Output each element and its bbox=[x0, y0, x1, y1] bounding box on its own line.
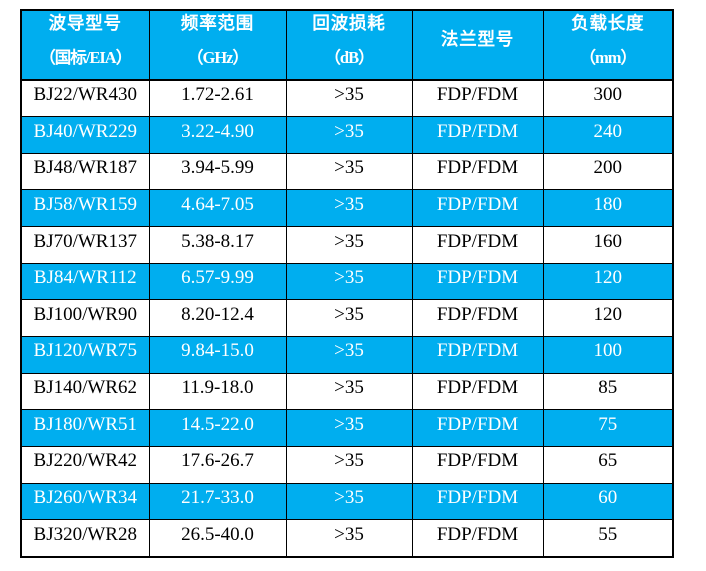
table-row: BJ260/WR34 21.7-33.0 >35 FDP/FDM 60 bbox=[20, 482, 674, 521]
table-cell: >35 bbox=[285, 335, 413, 374]
table-cell: BJ320/WR28 bbox=[20, 519, 150, 558]
table-cell: 120 bbox=[542, 262, 674, 301]
table-cell: BJ220/WR42 bbox=[20, 445, 150, 484]
col-header-waveguide-model: 波导型号 （国标/EIA） bbox=[20, 9, 150, 81]
header-row: 波导型号 （国标/EIA） 频率范围 （GHz） 回波损耗 （dB） 法兰型号 … bbox=[20, 9, 674, 81]
table-cell: FDP/FDM bbox=[411, 519, 544, 558]
table-cell: 4.64-7.05 bbox=[148, 189, 287, 228]
table-cell: 240 bbox=[542, 116, 674, 154]
table-cell: 100 bbox=[542, 335, 674, 374]
table-cell: FDP/FDM bbox=[411, 335, 544, 374]
table-cell: FDP/FDM bbox=[411, 262, 544, 301]
table-row: BJ58/WR159 4.64-7.05 >35 FDP/FDM 180 bbox=[20, 189, 674, 228]
table-cell: BJ70/WR137 bbox=[20, 226, 150, 264]
table-cell: FDP/FDM bbox=[411, 299, 544, 337]
table-cell: BJ140/WR62 bbox=[20, 372, 150, 411]
table-cell: 160 bbox=[542, 226, 674, 264]
table-row: BJ120/WR75 9.84-15.0 >35 FDP/FDM 100 bbox=[20, 335, 674, 374]
col-header-subtitle: （dB） bbox=[324, 48, 374, 67]
table-cell: 1.72-2.61 bbox=[148, 78, 287, 118]
table-cell: FDP/FDM bbox=[411, 189, 544, 228]
table-cell: BJ120/WR75 bbox=[20, 335, 150, 374]
table-cell: >35 bbox=[285, 262, 413, 301]
table-cell: 5.38-8.17 bbox=[148, 226, 287, 264]
table-cell: FDP/FDM bbox=[411, 445, 544, 484]
table-cell: FDP/FDM bbox=[411, 409, 544, 447]
table-row: BJ70/WR137 5.38-8.17 >35 FDP/FDM 160 bbox=[20, 226, 674, 264]
table-cell: >35 bbox=[285, 152, 413, 191]
col-header-title: 频率范围 bbox=[180, 13, 255, 33]
table-cell: FDP/FDM bbox=[411, 152, 544, 191]
table-cell: BJ48/WR187 bbox=[20, 152, 150, 191]
table-cell: 21.7-33.0 bbox=[148, 482, 287, 521]
table-row: BJ220/WR42 17.6-26.7 >35 FDP/FDM 65 bbox=[20, 445, 674, 484]
table-row: BJ140/WR62 11.9-18.0 >35 FDP/FDM 85 bbox=[20, 372, 674, 411]
waveguide-load-spec-table: 波导型号 （国标/EIA） 频率范围 （GHz） 回波损耗 （dB） 法兰型号 … bbox=[20, 9, 674, 558]
table-cell: BJ58/WR159 bbox=[20, 189, 150, 228]
table-cell: 180 bbox=[542, 189, 674, 228]
table-cell: 120 bbox=[542, 299, 674, 337]
table-cell: 65 bbox=[542, 445, 674, 484]
col-header-frequency-range: 频率范围 （GHz） bbox=[148, 9, 287, 81]
col-header-flange-model: 法兰型号 bbox=[411, 9, 544, 81]
col-header-title: 回波损耗 bbox=[312, 13, 386, 33]
table-cell: >35 bbox=[285, 299, 413, 337]
col-header-load-length: 负载长度 （mm） bbox=[542, 9, 674, 81]
table-cell: >35 bbox=[285, 482, 413, 521]
table-cell: BJ40/WR229 bbox=[20, 116, 150, 154]
table-cell: >35 bbox=[285, 445, 413, 484]
col-header-return-loss: 回波损耗 （dB） bbox=[285, 9, 413, 81]
col-header-title: 波导型号 bbox=[48, 13, 122, 33]
table-cell: 17.6-26.7 bbox=[148, 445, 287, 484]
table-cell: 60 bbox=[542, 482, 674, 521]
table-cell: BJ22/WR430 bbox=[20, 78, 150, 118]
col-header-subtitle: （国标/EIA） bbox=[39, 48, 132, 67]
table-cell: 6.57-9.99 bbox=[148, 262, 287, 301]
table-row: BJ84/WR112 6.57-9.99 >35 FDP/FDM 120 bbox=[20, 262, 674, 301]
table-cell: FDP/FDM bbox=[411, 116, 544, 154]
table-row: BJ180/WR51 14.5-22.0 >35 FDP/FDM 75 bbox=[20, 409, 674, 447]
col-header-title: 负载长度 bbox=[571, 13, 645, 33]
table-cell: FDP/FDM bbox=[411, 226, 544, 264]
table-row: BJ320/WR28 26.5-40.0 >35 FDP/FDM 55 bbox=[20, 519, 674, 558]
table-cell: >35 bbox=[285, 116, 413, 154]
table-cell: >35 bbox=[285, 226, 413, 264]
spec-table-container: 波导型号 （国标/EIA） 频率范围 （GHz） 回波损耗 （dB） 法兰型号 … bbox=[20, 9, 674, 558]
table-cell: FDP/FDM bbox=[411, 372, 544, 411]
table-cell: >35 bbox=[285, 189, 413, 228]
table-row: BJ40/WR229 3.22-4.90 >35 FDP/FDM 240 bbox=[20, 116, 674, 154]
table-row: BJ48/WR187 3.94-5.99 >35 FDP/FDM 200 bbox=[20, 152, 674, 191]
table-cell: BJ100/WR90 bbox=[20, 299, 150, 337]
table-cell: 8.20-12.4 bbox=[148, 299, 287, 337]
table-cell: >35 bbox=[285, 78, 413, 118]
table-cell: 3.22-4.90 bbox=[148, 116, 287, 154]
table-cell: BJ260/WR34 bbox=[20, 482, 150, 521]
table-row: BJ22/WR430 1.72-2.61 >35 FDP/FDM 300 bbox=[20, 78, 674, 118]
table-body: BJ22/WR430 1.72-2.61 >35 FDP/FDM 300 BJ40/WR2… bbox=[20, 78, 674, 558]
table-cell: 85 bbox=[542, 372, 674, 411]
table-cell: 300 bbox=[542, 78, 674, 118]
col-header-subtitle: （mm） bbox=[579, 48, 637, 67]
table-cell: 9.84-15.0 bbox=[148, 335, 287, 374]
table-cell: >35 bbox=[285, 519, 413, 558]
table-cell: 200 bbox=[542, 152, 674, 191]
table-cell: BJ180/WR51 bbox=[20, 409, 150, 447]
table-cell: >35 bbox=[285, 372, 413, 411]
table-cell: 14.5-22.0 bbox=[148, 409, 287, 447]
table-row: BJ100/WR90 8.20-12.4 >35 FDP/FDM 120 bbox=[20, 299, 674, 337]
table-cell: >35 bbox=[285, 409, 413, 447]
table-cell: FDP/FDM bbox=[411, 482, 544, 521]
table-cell: FDP/FDM bbox=[411, 78, 544, 118]
table-cell: 75 bbox=[542, 409, 674, 447]
table-cell: 55 bbox=[542, 519, 674, 558]
col-header-subtitle: （GHz） bbox=[187, 48, 249, 67]
table-cell: BJ84/WR112 bbox=[20, 262, 150, 301]
table-header: 波导型号 （国标/EIA） 频率范围 （GHz） 回波损耗 （dB） 法兰型号 … bbox=[20, 9, 674, 81]
table-cell: 26.5-40.0 bbox=[148, 519, 287, 558]
col-header-title: 法兰型号 bbox=[440, 29, 515, 49]
table-cell: 3.94-5.99 bbox=[148, 152, 287, 191]
table-cell: 11.9-18.0 bbox=[148, 372, 287, 411]
